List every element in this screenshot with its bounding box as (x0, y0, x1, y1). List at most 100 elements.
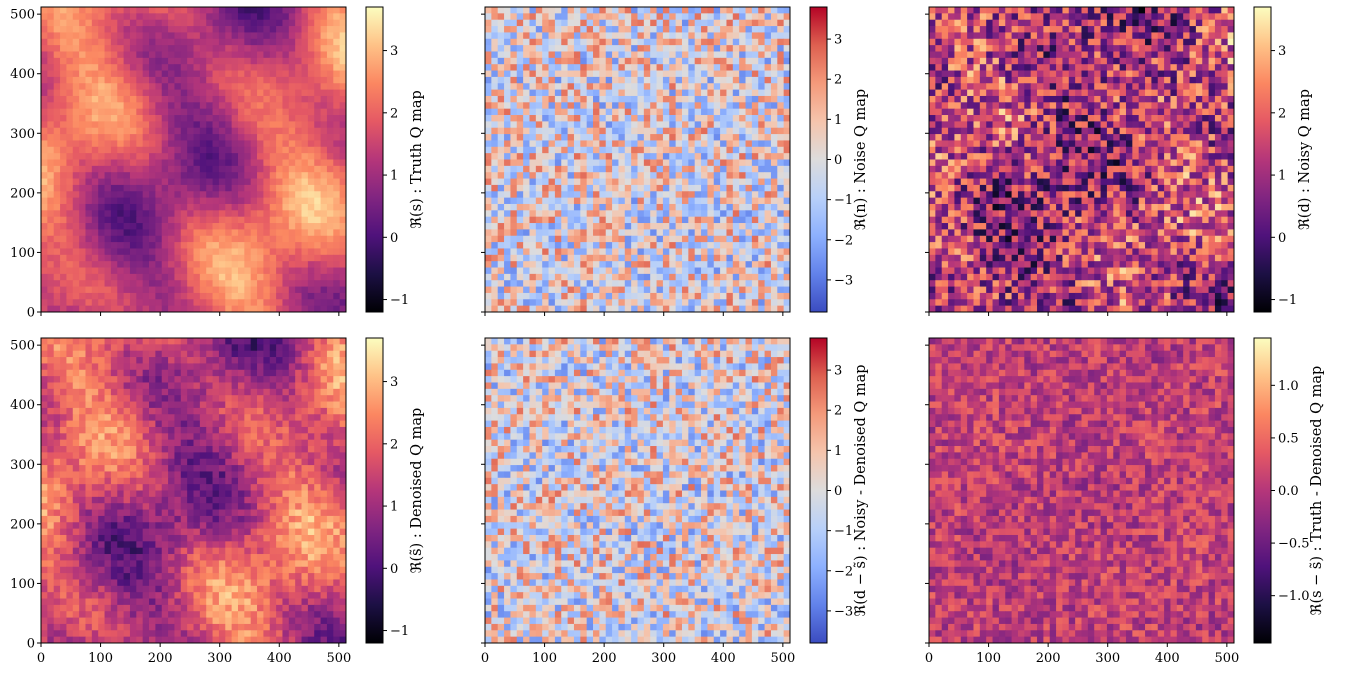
heatmap-cell (91, 165, 99, 173)
heatmap-cell (307, 178, 315, 186)
heatmap-cell (739, 286, 746, 294)
heatmap-cell (624, 273, 632, 281)
heatmap-cell (554, 273, 562, 281)
heatmap-cell (764, 38, 772, 46)
heatmap-cell (72, 134, 80, 141)
heatmap-cell (618, 83, 626, 90)
heatmap-cell (129, 254, 137, 262)
heatmap-cell (41, 76, 48, 84)
heatmap-cell (573, 134, 581, 141)
heatmap-cell (53, 108, 61, 116)
heatmap-cell (726, 273, 734, 281)
heatmap-cell (60, 115, 67, 122)
heatmap-cell (136, 159, 144, 167)
heatmap-cell (669, 286, 677, 294)
heatmap-cell (612, 292, 619, 300)
heatmap-cell (333, 115, 341, 122)
heatmap-cell (212, 13, 220, 21)
heatmap-cell (497, 95, 505, 103)
heatmap-cell (187, 242, 194, 249)
heatmap-cell (523, 235, 530, 243)
heatmap-cell (542, 115, 549, 122)
heatmap-cell (662, 51, 670, 59)
heatmap-cell (85, 229, 93, 237)
heatmap-cell (573, 153, 581, 160)
heatmap-cell (986, 32, 993, 40)
heatmap-cell (85, 223, 93, 230)
heatmap-cell (669, 235, 677, 243)
heatmap-cell (60, 146, 67, 154)
heatmap-cell (193, 13, 201, 21)
heatmap-cell (218, 254, 226, 262)
heatmap-cell (276, 45, 283, 52)
heatmap-cell (1151, 32, 1159, 40)
heatmap-cell (643, 191, 651, 199)
heatmap-cell (263, 89, 271, 97)
heatmap-cell (314, 64, 321, 71)
heatmap-cell (523, 286, 530, 294)
heatmap-cell (586, 178, 594, 186)
heatmap-cell (307, 210, 315, 218)
heatmap-cell (548, 305, 556, 313)
heatmap-cell (1119, 26, 1127, 33)
heatmap-cell (263, 165, 271, 173)
heatmap-cell (573, 172, 581, 179)
heatmap-cell (193, 89, 201, 97)
heatmap-cell (104, 248, 112, 256)
heatmap-cell (295, 76, 302, 84)
heatmap-cell (237, 102, 245, 110)
heatmap-cell (510, 121, 518, 129)
heatmap-cell (593, 83, 600, 90)
heatmap-cell (66, 248, 74, 256)
heatmap-cell (662, 13, 670, 21)
heatmap-cell (656, 223, 664, 230)
heatmap-cell (1043, 13, 1051, 21)
heatmap-cell (193, 57, 201, 65)
heatmap-cell (136, 267, 144, 275)
heatmap-cell (161, 261, 169, 268)
heatmap-cell (142, 115, 150, 122)
heatmap-cell (193, 172, 201, 179)
heatmap-cell (751, 184, 759, 192)
heatmap-cell (263, 286, 271, 294)
heatmap-cell (72, 7, 80, 14)
heatmap-cell (669, 305, 677, 313)
heatmap-cell (612, 134, 619, 141)
heatmap-cell (726, 261, 734, 268)
heatmap-cell (218, 223, 226, 230)
heatmap-cell (257, 102, 264, 110)
heatmap-cell (168, 261, 175, 268)
heatmap-cell (237, 146, 245, 154)
heatmap-cell (713, 51, 721, 59)
heatmap-cell (770, 19, 778, 27)
heatmap-cell (269, 140, 277, 148)
heatmap-cell (339, 235, 347, 243)
heatmap-cell (276, 146, 283, 154)
heatmap-cell (535, 235, 543, 243)
heatmap-cell (110, 242, 118, 249)
heatmap-cell (326, 178, 334, 186)
heatmap-cell (510, 280, 518, 287)
heatmap-cell (637, 216, 645, 224)
heatmap-cell (713, 7, 721, 14)
heatmap-cell (85, 26, 93, 33)
heatmap-cell (618, 203, 626, 211)
heatmap-cell (72, 223, 80, 230)
heatmap-cell (688, 273, 696, 281)
heatmap-cell (580, 248, 588, 256)
heatmap-cell (250, 242, 258, 249)
heatmap-cell (161, 51, 169, 59)
heatmap-cell (250, 203, 258, 211)
heatmap-cell (561, 38, 568, 46)
heatmap-cell (136, 19, 144, 27)
heatmap-cell (739, 229, 746, 237)
heatmap-cell (339, 64, 347, 71)
heatmap-cell (726, 165, 734, 173)
heatmap-cell (542, 95, 549, 103)
heatmap-cell (720, 210, 727, 218)
heatmap-cell (104, 203, 112, 211)
heatmap-cell (129, 32, 137, 40)
heatmap-cell (675, 248, 683, 256)
heatmap-cell (770, 140, 778, 148)
heatmap-cell (307, 159, 315, 167)
